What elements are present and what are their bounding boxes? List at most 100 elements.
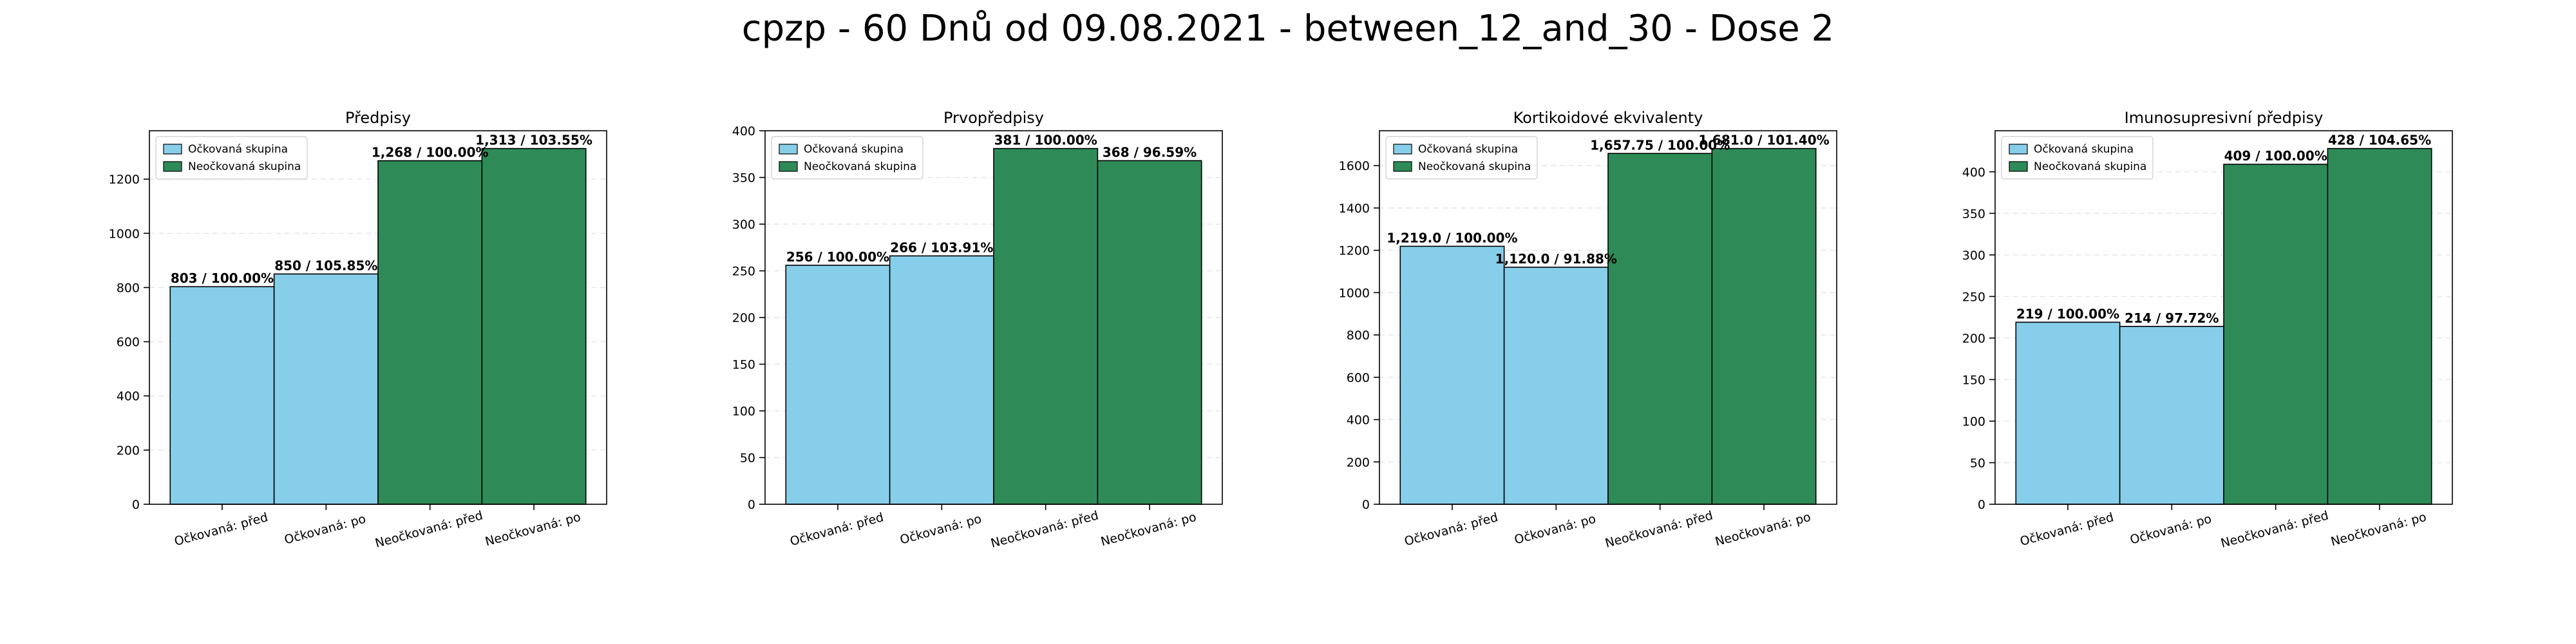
legend-swatch [1393, 144, 1412, 155]
y-tick-label: 200 [732, 311, 755, 325]
y-tick-label: 600 [1347, 371, 1370, 385]
legend-label: Neočkovaná skupina [804, 160, 916, 173]
x-tick-label: Očkovaná: po [283, 512, 367, 547]
x-tick-label: Očkovaná: před [2018, 510, 2115, 549]
figure-title: cpzp - 60 Dnů od 09.08.2021 - between_12… [741, 8, 1835, 50]
bar-label: 850 / 105.85% [274, 258, 377, 273]
y-tick-label: 1200 [109, 173, 140, 187]
x-tick-label: Očkovaná: před [173, 510, 269, 549]
x-tick-label: Očkovaná: po [2128, 512, 2213, 547]
legend: Očkovaná skupina Neočkovaná skupina [155, 136, 308, 180]
y-tick-label: 400 [117, 390, 140, 404]
bar [889, 255, 994, 505]
y-tick-label: 350 [732, 171, 755, 185]
legend-swatch [2009, 161, 2028, 172]
x-tick-label: Neočkovaná: před [989, 508, 1100, 551]
x-tick-label: Neočkovaná: po [484, 510, 582, 549]
x-tick-label: Očkovaná: před [788, 510, 885, 549]
legend-label: Očkovaná skupina [1418, 143, 1518, 156]
x-tick-label: Neočkovaná: po [1099, 510, 1198, 549]
bar-label: 1,313 / 103.55% [475, 133, 592, 148]
y-tick-label: 1000 [109, 227, 140, 241]
y-tick-label: 1000 [1339, 286, 1370, 300]
y-tick-label: 250 [1962, 290, 1985, 304]
y-tick-label: 0 [748, 498, 755, 512]
bar [273, 273, 379, 505]
bar-label: 214 / 97.72% [2125, 310, 2219, 326]
bar-label: 803 / 100.00% [171, 270, 274, 286]
bar [1503, 267, 1609, 505]
legend-swatch [163, 144, 182, 155]
y-tick-label: 0 [1978, 498, 1985, 512]
bar [1711, 147, 1817, 505]
x-tick-label: Očkovaná: po [1513, 512, 1597, 547]
legend-label: Neočkovaná skupina [1418, 160, 1531, 173]
legend-box [771, 136, 923, 180]
axes-frame [764, 130, 1223, 505]
x-tick-label: Očkovaná: po [898, 512, 983, 547]
bar [1607, 153, 1713, 505]
chart-title: Prvopředpisy [943, 109, 1044, 127]
bar-label: 219 / 100.00% [2016, 306, 2119, 321]
y-tick-label: 300 [1962, 249, 1985, 263]
y-tick-label: 250 [732, 265, 755, 279]
bar-label: 1,657.75 / 100.00% [1590, 137, 1730, 153]
bar-label: 381 / 100.00% [994, 133, 1097, 148]
bar [785, 265, 891, 505]
y-tick-label: 800 [1347, 328, 1370, 343]
legend-swatch [779, 161, 798, 172]
y-tick-label: 400 [1347, 413, 1370, 428]
y-tick-label: 1200 [1339, 244, 1370, 258]
y-tick-label: 0 [132, 498, 140, 512]
bar-label: 1,219.0 / 100.00% [1387, 230, 1517, 245]
chart-title: Kortikoidové ekvivalenty [1513, 109, 1703, 127]
bar-label: 1,120.0 / 91.88% [1495, 251, 1617, 267]
y-tick-label: 150 [732, 358, 755, 372]
y-tick-label: 150 [1962, 373, 1985, 387]
bar-label: 256 / 100.00% [786, 249, 889, 265]
y-tick-label: 100 [732, 404, 755, 419]
legend: Očkovaná skupina Neočkovaná skupina [1385, 136, 1538, 180]
bar [2119, 326, 2224, 505]
y-tick-label: 200 [117, 444, 140, 458]
y-tick-label: 50 [1970, 456, 1985, 470]
bar [2327, 147, 2432, 505]
bar-label: 1,268 / 100.00% [372, 145, 489, 160]
x-tick-label: Neočkovaná: před [374, 508, 484, 551]
bar-label: 266 / 103.91% [890, 240, 993, 255]
x-tick-label: Neočkovaná: po [1714, 510, 1812, 549]
legend-swatch [2009, 144, 2028, 155]
legend-label: Očkovaná skupina [188, 143, 288, 156]
bar [2223, 164, 2329, 505]
legend: Očkovaná skupina Neočkovaná skupina [2001, 136, 2154, 180]
chart-panel: Imunosupresivní předpisy 0 50 100 150 200 250 3… [1962, 109, 2453, 551]
legend-label: Neočkovaná skupina [188, 160, 301, 173]
chart-panel: Kortikoidové ekvivalenty 0 200 400 600 800 100… [1339, 109, 1837, 551]
chart-panel: Prvopředpisy 0 50 100 150 200 250 300 350 400 256 … [732, 109, 1223, 551]
y-tick-label: 800 [117, 281, 140, 295]
legend: Očkovaná skupina Neočkovaná skupina [771, 136, 923, 180]
y-tick-label: 200 [1347, 455, 1370, 469]
bar [1399, 245, 1505, 505]
bar-label: 428 / 104.65% [2328, 133, 2431, 148]
x-tick-label: Neočkovaná: před [1604, 508, 1714, 551]
bar [993, 147, 1099, 505]
bar [2015, 321, 2121, 505]
y-tick-label: 600 [117, 336, 140, 350]
y-tick-label: 0 [1362, 498, 1370, 512]
bar-label: 1,681.0 / 101.40% [1698, 133, 1829, 148]
axes-frame [1379, 130, 1837, 505]
legend-label: Neočkovaná skupina [2034, 160, 2146, 173]
legend-swatch [779, 144, 798, 155]
bar-label: 368 / 96.59% [1103, 144, 1197, 160]
chart-title: Imunosupresivní předpisy [2125, 109, 2324, 127]
bar [481, 147, 587, 505]
legend-label: Očkovaná skupina [804, 143, 904, 156]
axes-frame [149, 130, 607, 505]
legend-box [2001, 136, 2154, 180]
x-tick-label: Neočkovaná: před [2219, 508, 2330, 551]
x-tick-label: Neočkovaná: po [2329, 510, 2428, 549]
y-tick-label: 400 [1962, 166, 1985, 180]
